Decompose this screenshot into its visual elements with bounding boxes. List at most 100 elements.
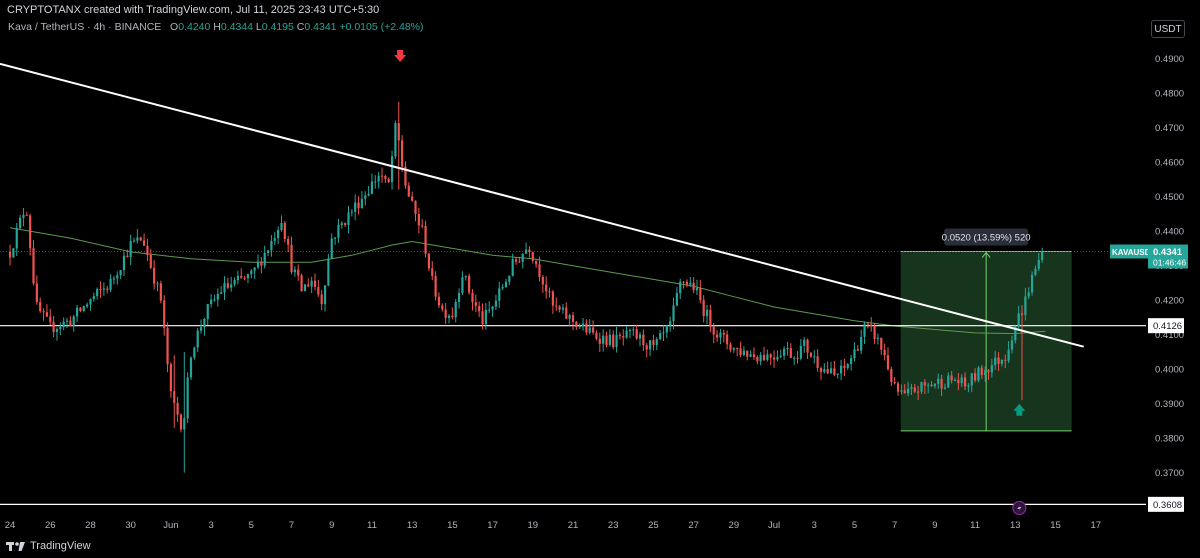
candle-body [280,222,283,230]
candle-body [799,345,802,359]
ma-line [10,227,1046,335]
candle-body [806,339,809,353]
candle-body [417,214,420,226]
candle-body [655,339,658,346]
candle-body [169,364,172,392]
candle-body [776,356,779,360]
candle-body [25,214,28,216]
candle-body [310,280,313,287]
candle-body [15,228,18,249]
candle-body [159,283,162,301]
candle-body [313,280,317,287]
candle-body [561,307,565,310]
candle-body [468,275,471,293]
candle-body [893,382,896,384]
candle-body [407,185,410,197]
symbol-pair[interactable]: Kava / TetherUS · 4h · BINANCE [8,21,162,33]
candle-body [957,379,960,384]
candle-body [622,336,625,338]
candle-body [726,334,729,345]
x-tick-label: 7 [289,520,294,531]
candle-body [437,296,441,306]
x-tick-label: 15 [1050,520,1061,531]
candle-body [756,356,759,362]
candle-body [689,282,692,285]
candle-body [571,315,575,322]
candle-body [354,202,357,212]
y-tick-label: 0.4500 [1155,192,1184,203]
open-label: O [170,21,179,33]
candle-body [273,238,276,241]
candle-body [555,305,558,307]
candle-body [471,292,474,303]
candle-body [793,357,796,359]
candle-body [230,284,233,288]
candle-body [980,367,983,376]
y-tick-label: 0.3900 [1155,399,1184,410]
candle-body [581,323,585,327]
candle-body [876,337,880,339]
x-tick-label: 25 [648,520,659,531]
candle-body [642,334,645,346]
x-axis[interactable]: 24 26 28 30 Jun 3 5 7 9 11 13 15 17 19 21 23 25 27 29 Jul 3 5… [5,501,1101,532]
candle-body [478,305,481,312]
candle-body [930,384,933,387]
candle-body [42,311,45,313]
candle-body [1020,313,1024,315]
candle-body [116,275,119,279]
candle-body [142,240,146,246]
candle-body [216,293,219,300]
candle-body [226,283,229,288]
change-value: +0.0105 (+2.48%) [339,21,424,33]
candle-body [179,414,183,430]
candle-body [839,365,843,374]
candle-body [1014,325,1017,341]
range-measure[interactable]: 0.0520 (13.59%) 520 [900,228,1072,432]
currency-badge[interactable]: USDT [1151,20,1185,38]
candle-body [233,279,236,285]
candle-body [132,240,136,242]
lightning-glyph [1017,504,1022,512]
symbol-tag-bg [1110,244,1148,259]
candle-body [873,326,876,339]
candle-body [850,358,853,365]
x-tick-label: 23 [608,520,619,531]
candle-body [203,318,206,328]
footer: TradingView [6,540,91,552]
candle-body [816,356,819,369]
candle-body [779,355,782,357]
candle-body [739,348,742,356]
candle-body [736,348,739,350]
candle-body [277,229,280,239]
x-tick-label: 13 [407,520,418,531]
x-tick-label: Jul [768,520,780,531]
candle-body [514,259,518,262]
candle-body [96,288,99,297]
candle-body [628,329,632,331]
y-tick-label: 0.4700 [1155,123,1184,134]
candle-body [210,299,213,305]
candle-body [59,326,62,329]
candle-body [927,384,930,386]
candle-body [511,259,514,276]
x-tick-label: 24 [5,520,16,531]
x-tick-label: 5 [249,520,254,531]
candle-body [880,337,883,350]
y-tick-label: 0.4200 [1155,296,1184,307]
candle-body [602,335,605,344]
candle-body [675,293,678,306]
candle-body [890,369,893,383]
candle-body [823,369,826,372]
candle-body [89,299,92,305]
candle-body [494,300,498,307]
candle-body [896,383,900,392]
candle-body [990,365,993,373]
descending-trendline [0,62,1084,348]
candle-body [913,387,916,392]
candle-body [253,267,256,271]
candle-body [746,350,749,357]
trendline[interactable] [0,62,1084,348]
candle-body [223,283,226,293]
